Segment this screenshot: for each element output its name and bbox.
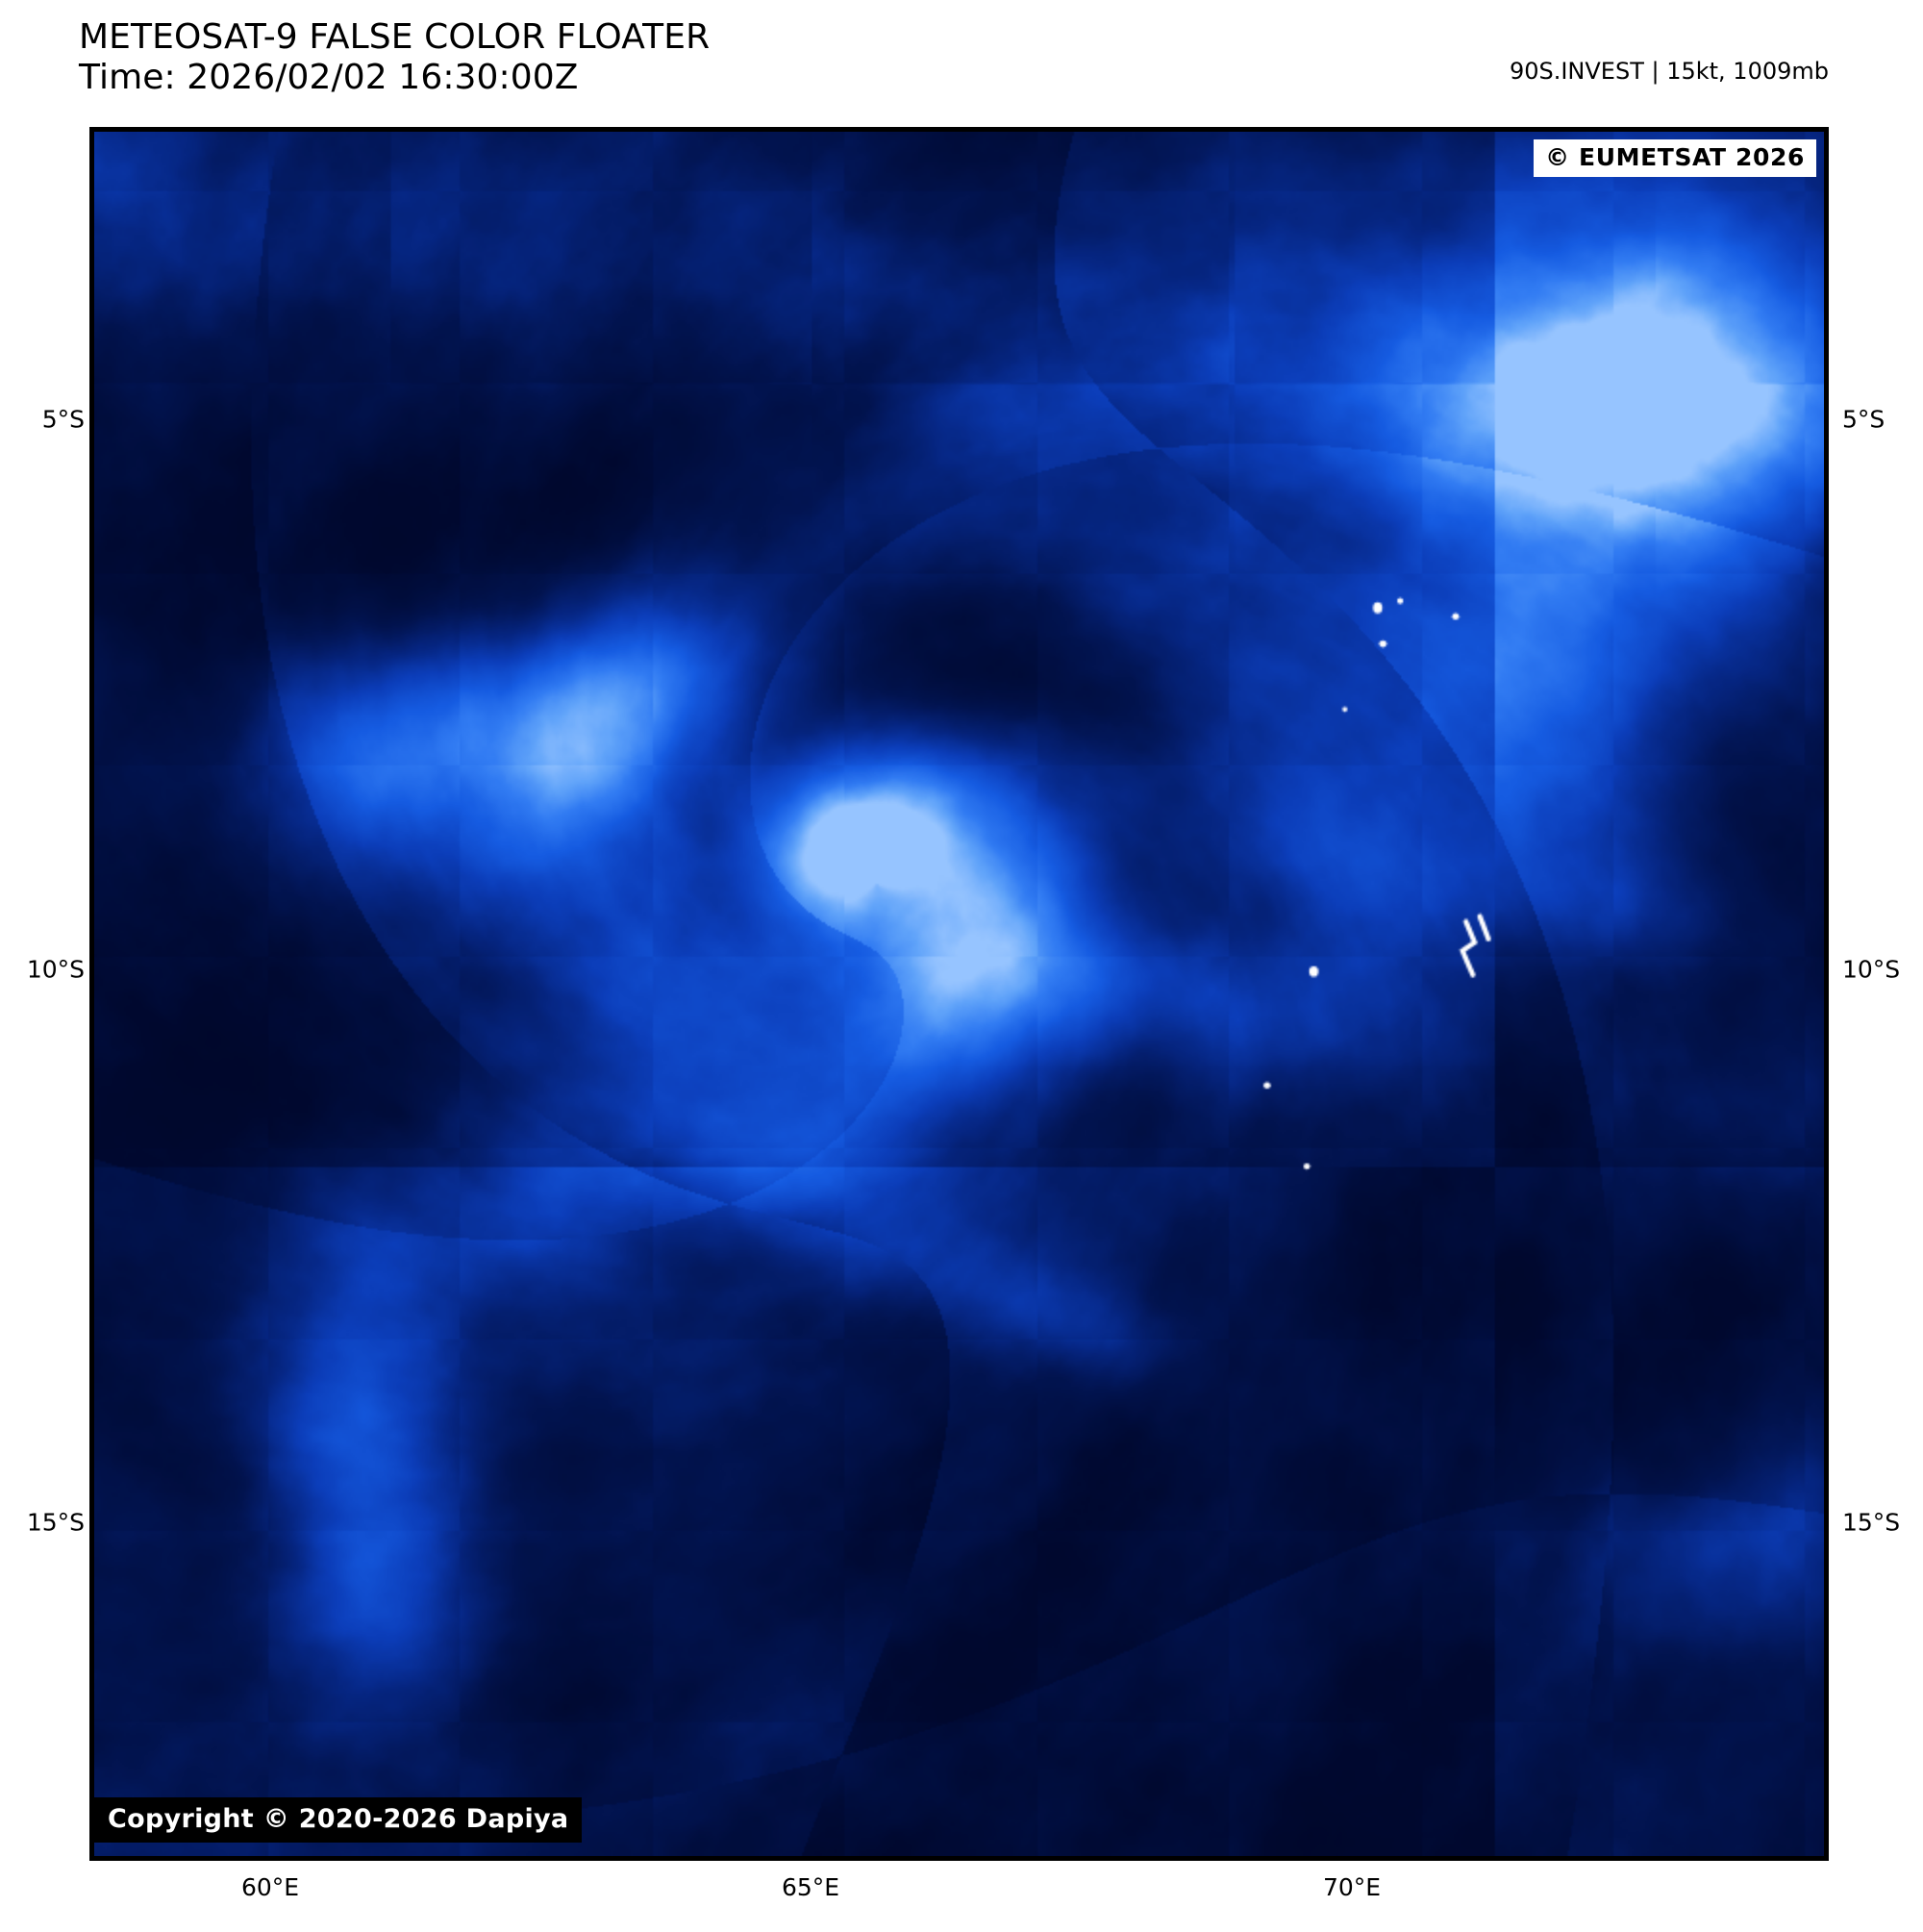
lat-tick-left-5s: 5°S [41,405,85,434]
lat-tick-left-15s: 15°S [26,1508,85,1537]
timestamp-label: Time: 2026/02/02 16:30:00Z [79,58,579,98]
satellite-imagery-canvas [94,132,1824,1856]
satellite-image-panel[interactable]: © EUMETSAT 2026 Copyright © 2020-2026 Da… [89,127,1829,1861]
lat-tick-left-10s: 10°S [26,955,85,984]
lon-tick-60e: 60°E [240,1873,300,1901]
page-title: METEOSAT-9 FALSE COLOR FLOATER [79,17,711,57]
eumetsat-credit-badge: © EUMETSAT 2026 [1534,139,1816,177]
dapiya-copyright-badge: Copyright © 2020-2026 Dapiya [94,1797,583,1843]
lon-tick-65e: 65°E [781,1873,840,1901]
title-group: METEOSAT-9 FALSE COLOR FLOATER Time: 202… [79,17,710,99]
storm-info-label: 90S.INVEST | 15kt, 1009mb [1509,58,1829,85]
header: METEOSAT-9 FALSE COLOR FLOATER Time: 202… [0,0,1923,127]
lon-tick-70e: 70°E [1322,1873,1382,1901]
lat-tick-right-5s: 5°S [1842,405,1886,434]
lat-tick-right-15s: 15°S [1842,1508,1901,1537]
lat-tick-right-10s: 10°S [1842,955,1901,984]
